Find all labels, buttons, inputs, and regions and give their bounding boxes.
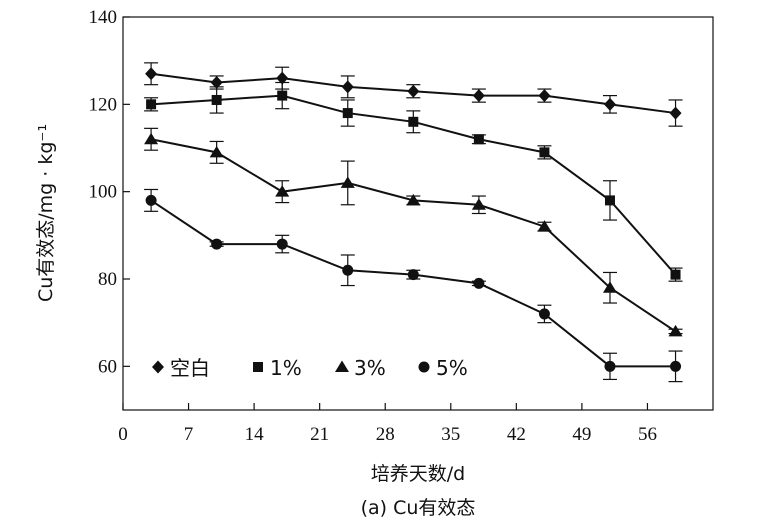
data-point [210,76,223,89]
data-point [144,132,159,145]
data-point [407,269,419,281]
x-tick-label: 7 [184,424,194,445]
data-point [340,176,355,188]
y-tick-label: 80 [98,269,117,290]
y-tick-label: 100 [89,182,118,203]
series-diamond [144,62,683,127]
legend-label: 1% [270,356,302,380]
data-point [145,67,158,81]
data-point [668,324,683,337]
x-tick-label: 56 [638,424,657,445]
x-tick-label: 28 [376,424,395,445]
data-point [341,80,354,94]
data-point [537,220,552,232]
data-point [471,198,486,210]
data-point [276,238,288,250]
data-point [406,193,421,206]
series-square [144,81,683,282]
data-point [669,106,682,120]
legend-marker [418,361,430,373]
y-axis-title: Cu有效态/mg · kg⁻¹ [35,124,57,302]
data-point [275,185,290,197]
chart-caption: (a) Cu有效态 [361,497,476,519]
data-point [538,89,551,103]
legend-marker [335,360,349,372]
data-point [408,116,419,127]
data-point [211,238,223,250]
plot-frame [122,16,714,411]
data-point [539,147,550,158]
series-triangle [144,127,683,337]
x-axis-title: 培养天数/d [371,463,465,485]
data-point [342,264,354,276]
y-tick-label: 140 [89,7,118,28]
x-tick-label: 14 [245,424,265,445]
data-point [407,84,420,98]
legend-marker [152,360,164,374]
data-point [670,269,681,280]
legend-label: 5% [436,356,468,380]
data-point [604,360,616,372]
series-circle [144,188,683,383]
y-tick-label: 60 [98,356,117,377]
data-point [473,134,484,145]
legend-label: 3% [354,356,386,380]
y-tick-label: 120 [89,94,118,115]
data-point [342,108,353,119]
series-line [150,138,677,333]
x-tick-label: 21 [310,424,329,445]
data-point [603,97,616,111]
data-point [276,71,289,85]
data-point [473,277,485,289]
data-point [472,89,485,103]
x-tick-label: 35 [441,424,460,445]
data-point [277,90,288,101]
data-point [209,145,224,158]
ticks: 0 7 14 21 28 35 42 49 56 60 80 100 120 140 [89,7,657,445]
data-point [211,94,222,105]
legend-marker [253,362,263,372]
x-tick-label: 42 [507,424,526,445]
series-line [150,199,676,368]
data-point [602,281,617,293]
data-point [670,360,682,372]
legend-label: 空白 [170,356,210,380]
legend: 空白 1% 3% 5% [152,356,468,380]
series-layer [144,62,683,383]
data-point [145,194,157,206]
data-point [538,308,550,320]
data-point [146,99,157,110]
x-tick-label: 49 [572,424,591,445]
data-point [604,195,615,206]
x-tick-label: 0 [118,424,128,445]
